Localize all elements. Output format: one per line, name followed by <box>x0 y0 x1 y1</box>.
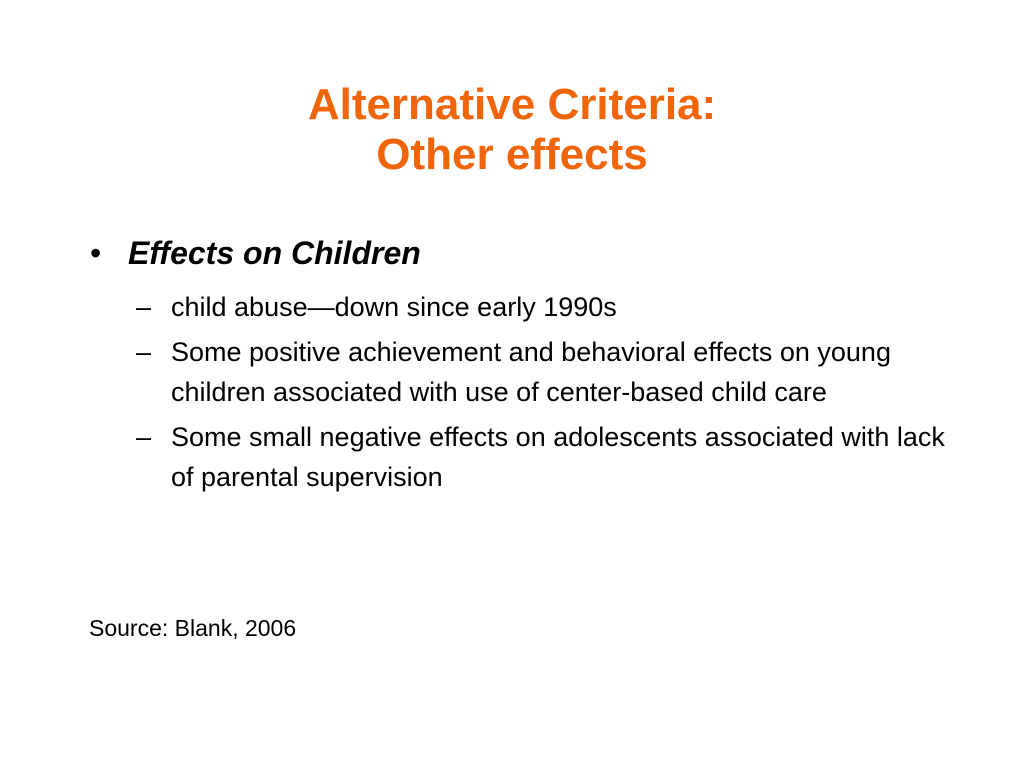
bullet-effects-on-children: • Effects on Children <box>90 231 421 275</box>
slide-title: Alternative Criteria: Other effects <box>0 80 1024 180</box>
dash-icon: – <box>136 292 152 322</box>
sub-bullet-text: Some small negative effects on adolescen… <box>171 422 945 492</box>
dash-icon: – <box>136 422 152 452</box>
bullet-heading: Effects on Children <box>128 235 421 271</box>
sub-bullet-text: Some positive achievement and behavioral… <box>171 337 891 407</box>
bullet-icon: • <box>90 235 102 271</box>
source-citation: Source: Blank, 2006 <box>89 615 297 641</box>
dash-icon: – <box>136 337 152 367</box>
sub-bullet-list: – child abuse—down since early 1990s – S… <box>136 287 956 502</box>
sub-bullet-item: – Some small negative effects on adolesc… <box>136 417 956 497</box>
sub-bullet-item: – child abuse—down since early 1990s <box>136 287 956 327</box>
sub-bullet-item: – Some positive achievement and behavior… <box>136 332 956 412</box>
slide-title-line-1: Alternative Criteria: <box>307 80 717 129</box>
sub-bullet-text: child abuse—down since early 1990s <box>171 292 617 322</box>
slide-title-line-2: Other effects <box>376 130 648 179</box>
